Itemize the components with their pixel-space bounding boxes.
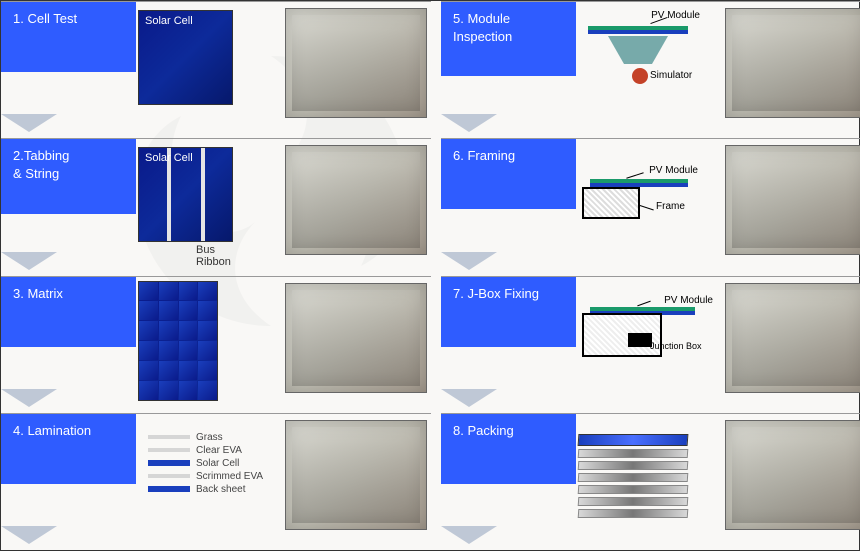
step-title: 3. Matrix bbox=[1, 277, 136, 347]
step-title: 5. Module Inspection bbox=[441, 2, 576, 76]
layer-label: Solar Cell bbox=[196, 458, 239, 469]
equipment-photo bbox=[725, 420, 860, 530]
arrow-down-icon bbox=[1, 252, 57, 270]
arrow-down-icon bbox=[1, 526, 57, 544]
step-title: 8. Packing bbox=[441, 414, 576, 484]
arrow-down-icon bbox=[1, 114, 57, 132]
diagram-simulator: PV ModuleSimulator bbox=[576, 2, 721, 138]
diagram-solar-cell: Solar Cell bbox=[136, 2, 281, 138]
junction-box-label: Junction Box bbox=[650, 341, 702, 351]
arrow-down-icon bbox=[441, 389, 497, 407]
pv-module-label: PV Module bbox=[664, 295, 713, 306]
step-title: 2.Tabbing & String bbox=[1, 139, 136, 213]
layer-row: Grass bbox=[148, 432, 279, 443]
process-step-7: 7. J-Box Fixing PV Module Junction Box bbox=[441, 276, 860, 413]
process-step-8: 8. Packing bbox=[441, 413, 860, 550]
layer-label: Back sheet bbox=[196, 484, 245, 495]
solar-cell-label: Solar Cell bbox=[139, 148, 232, 168]
diagram-framing: PV Module Frame bbox=[576, 139, 721, 275]
step-title: 6. Framing bbox=[441, 139, 576, 209]
step-title: 1. Cell Test bbox=[1, 2, 136, 72]
arrow-down-icon bbox=[441, 114, 497, 132]
layer-row: Clear EVA bbox=[148, 445, 279, 456]
simulator-label: Simulator bbox=[650, 70, 692, 81]
layer-row: Back sheet bbox=[148, 484, 279, 495]
equipment-photo bbox=[285, 420, 427, 530]
equipment-photo bbox=[285, 8, 427, 118]
equipment-photo bbox=[285, 145, 427, 255]
process-step-2: 2.Tabbing & StringSolar Cell Bus Ribbon bbox=[1, 138, 431, 275]
diagram-layer-legend: Grass Clear EVA Solar Cell Scrimmed EVA Back… bbox=[136, 414, 281, 550]
layer-label: Grass bbox=[196, 432, 223, 443]
process-step-5: 5. Module InspectionPV ModuleSimulator bbox=[441, 1, 860, 138]
arrow-down-icon bbox=[441, 526, 497, 544]
process-step-3: 3. Matrix bbox=[1, 276, 431, 413]
layer-row: Solar Cell bbox=[148, 458, 279, 469]
step-title: 7. J-Box Fixing bbox=[441, 277, 576, 347]
layer-row: Scrimmed EVA bbox=[148, 471, 279, 482]
solar-cell-label: Solar Cell bbox=[139, 11, 232, 31]
process-grid: 1. Cell TestSolar Cell5. Module Inspecti… bbox=[1, 1, 859, 550]
diagram-matrix-panel bbox=[136, 277, 281, 413]
process-step-6: 6. Framing PV Module Frame bbox=[441, 138, 860, 275]
arrow-down-icon bbox=[441, 252, 497, 270]
process-step-4: 4. Lamination Grass Clear EVA Solar Cell Scr… bbox=[1, 413, 431, 550]
diagram-solar-cell-ribbon: Solar Cell Bus Ribbon bbox=[136, 139, 281, 275]
layer-label: Scrimmed EVA bbox=[196, 471, 263, 482]
step-title: 4. Lamination bbox=[1, 414, 136, 484]
arrow-down-icon bbox=[1, 389, 57, 407]
pv-module-label: PV Module bbox=[649, 165, 698, 176]
diagram-stack bbox=[576, 414, 721, 550]
equipment-photo bbox=[725, 283, 860, 393]
equipment-photo bbox=[285, 283, 427, 393]
frame-label: Frame bbox=[656, 201, 685, 212]
equipment-photo bbox=[725, 8, 860, 118]
equipment-photo bbox=[725, 145, 860, 255]
layer-label: Clear EVA bbox=[196, 445, 242, 456]
bus-ribbon-label: Bus Ribbon bbox=[196, 244, 279, 268]
process-step-1: 1. Cell TestSolar Cell bbox=[1, 1, 431, 138]
diagram-jbox: PV Module Junction Box bbox=[576, 277, 721, 413]
